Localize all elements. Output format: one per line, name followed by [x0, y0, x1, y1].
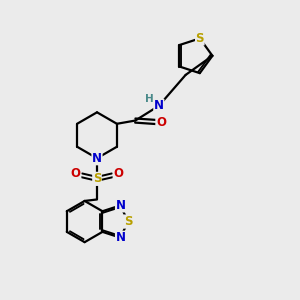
Text: O: O: [71, 167, 81, 180]
Text: N: N: [116, 199, 125, 212]
Text: H: H: [145, 94, 154, 104]
Text: S: S: [93, 172, 101, 185]
Text: N: N: [116, 231, 125, 244]
Text: O: O: [113, 167, 123, 180]
Text: N: N: [92, 152, 102, 165]
Text: N: N: [154, 99, 164, 112]
Text: S: S: [124, 215, 132, 228]
Text: S: S: [196, 32, 204, 45]
Text: O: O: [156, 116, 166, 128]
